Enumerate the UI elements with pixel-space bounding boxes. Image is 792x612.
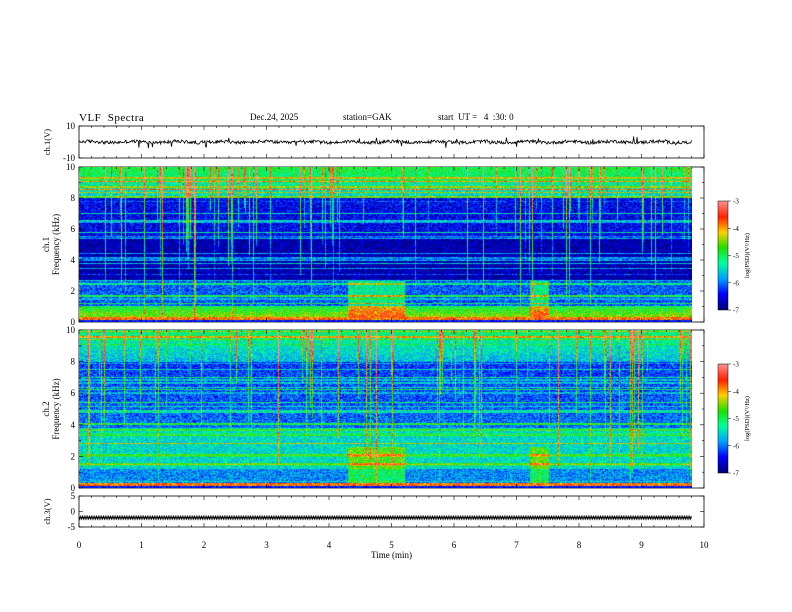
ch1-spectrogram-colorbar [718, 201, 728, 310]
ch2-spectrogram-colorbar [718, 364, 728, 473]
ch2-spectrogram-y-tick-label: 0 [71, 483, 76, 493]
ch2-spectrogram-y-tick-label: 4 [71, 420, 76, 430]
ch3-waveform-frame [78, 495, 705, 528]
ch2-spectrogram-colorbar-canvas [718, 364, 728, 473]
ch1-spectrogram-y-axis-label: Frequency (kHz) [51, 214, 61, 275]
x-tick-label: 7 [514, 540, 519, 550]
ch1-spectrogram-heatmap [79, 167, 692, 322]
x-tick-label: 9 [639, 540, 644, 550]
chart-title: VLF Spectra [79, 112, 145, 124]
ch1-y-tick-label: 10 [66, 121, 76, 131]
ch1-spectrogram-colorbar-tick-label: -6 [733, 279, 739, 287]
station-label: station=GAK [343, 112, 392, 122]
x-tick-label: 3 [264, 540, 269, 550]
ch2-spectrogram-y-tick-label: 2 [71, 451, 76, 461]
ch3-y-axis-label: ch.3(V) [42, 498, 52, 524]
ch1-spectrogram-colorbar-tick-label: -4 [733, 225, 739, 233]
ch1-spectrogram-canvas [79, 167, 692, 322]
x-tick-label: 8 [577, 540, 582, 550]
ch2-spectrogram-y-axis-label: Frequency (kHz) [51, 378, 61, 439]
ch3-y-tick-label: 0 [71, 507, 76, 517]
ch1-spectrogram-y-tick-label: 2 [71, 286, 76, 296]
ch2-spectrogram-colorbar-label: log(PSD)(V²/Hz) [744, 396, 751, 441]
date-label: Dec.24, 2025 [250, 112, 299, 122]
ch1-spectrogram-colorbar-tick-label: -3 [733, 198, 739, 206]
ch3-y-tick-label: 5 [71, 491, 76, 501]
ch1-spectrogram-colorbar-tick-label: -7 [733, 307, 739, 315]
x-tick-label: 10 [700, 540, 710, 550]
x-tick-label: 6 [452, 540, 457, 550]
ch1-y-tick-label: -10 [63, 153, 75, 163]
ch1-spectrogram-y-tick-label: 0 [71, 317, 76, 327]
ch1-spectrogram-y-tick-label: 10 [66, 162, 76, 172]
x-tick-label: 1 [139, 540, 144, 550]
ch3-y-tick-label: -5 [68, 522, 76, 532]
ch2-spectrogram-channel-label: ch.2 [41, 401, 51, 416]
ch2-spectrogram-canvas [79, 330, 692, 488]
ch1-spectrogram-channel-label: ch.1 [41, 237, 51, 252]
start-time-label: start UT = 4 :30: 0 [438, 112, 514, 122]
ch2-spectrogram-y-tick-label: 10 [66, 325, 76, 335]
ch2-spectrogram-y-tick-label: 6 [71, 388, 76, 398]
x-tick-label: 0 [77, 540, 82, 550]
x-tick-label: 2 [202, 540, 207, 550]
ch2-spectrogram-colorbar-tick-label: -4 [733, 388, 739, 396]
ch2-spectrogram-y-tick-label: 8 [71, 357, 76, 367]
ch1-spectrogram-y-tick-label: 6 [71, 224, 76, 234]
x-axis-label: Time (min) [371, 550, 412, 560]
x-tick-label: 4 [327, 540, 332, 550]
ch2-spectrogram-heatmap [79, 330, 692, 488]
ch1-spectrogram-y-tick-label: 4 [71, 255, 76, 265]
ch1-spectrogram-colorbar-label: log(PSD)(V²/Hz) [744, 233, 751, 278]
ch1-spectrogram-y-tick-label: 8 [71, 193, 76, 203]
ch1-waveform-line [78, 136, 692, 149]
ch1-y-axis-label: ch.1(V) [42, 129, 52, 155]
ch1-spectrogram-colorbar-tick-label: -5 [733, 252, 739, 260]
ch2-spectrogram-colorbar-tick-label: -5 [733, 415, 739, 423]
ch2-spectrogram-colorbar-tick-label: -6 [733, 442, 739, 450]
ch2-spectrogram-colorbar-tick-label: -3 [733, 361, 739, 369]
ch3-waveform-line [78, 514, 692, 521]
ch2-spectrogram-colorbar-tick-label: -7 [733, 470, 739, 478]
x-tick-label: 5 [389, 540, 394, 550]
ch1-spectrogram-colorbar-canvas [718, 201, 728, 310]
